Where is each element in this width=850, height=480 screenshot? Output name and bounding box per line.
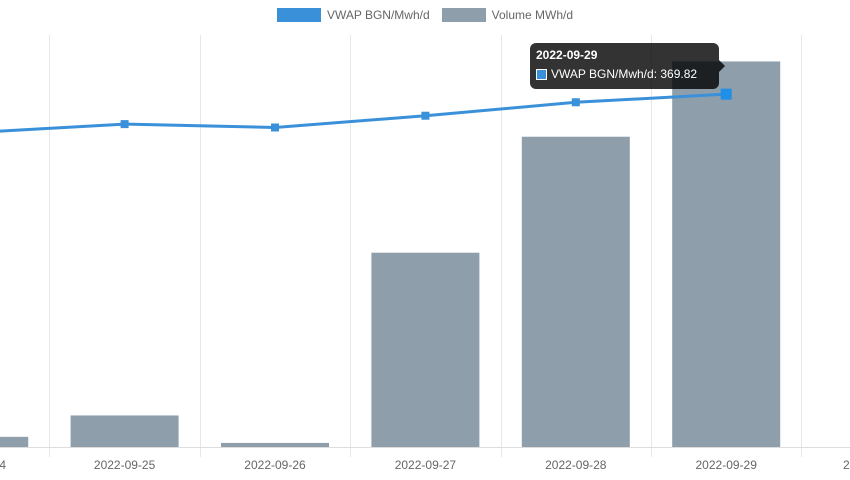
tooltip-caret (719, 60, 725, 72)
legend-label-volume: Volume MWh/d (491, 8, 574, 22)
volume-bar[interactable] (521, 136, 630, 447)
legend: VWAP BGN/Mwh/d Volume MWh/d (0, 8, 850, 22)
vwap-point[interactable] (271, 123, 279, 132)
volume-bar[interactable] (70, 415, 179, 447)
volume-bars (0, 61, 781, 448)
tooltip: 2022-09-29 VWAP BGN/Mwh/d: 369.82 (530, 43, 725, 89)
tooltip-row: VWAP BGN/Mwh/d: 369.82 (536, 67, 713, 81)
tooltip-title: 2022-09-29 (536, 48, 598, 62)
volume-bar[interactable] (672, 61, 781, 448)
x-tick-label: 2 (843, 458, 850, 472)
legend-swatch-vwap (276, 8, 321, 22)
vwap-point[interactable] (120, 120, 129, 129)
x-tick-label: 2022-09-28 (545, 458, 607, 472)
x-tick-label: 4 (0, 458, 6, 472)
vwap-line (0, 88, 732, 133)
legend-label-vwap: VWAP BGN/Mwh/d (326, 8, 430, 22)
vwap-point[interactable] (720, 88, 732, 100)
volume-bar[interactable] (371, 252, 480, 447)
x-tick-label: 2022-09-26 (244, 458, 306, 472)
x-tick-label: 2022-09-29 (696, 458, 758, 472)
vwap-series-line (0, 92, 727, 133)
volume-bar[interactable] (0, 436, 29, 447)
legend-item-vwap[interactable]: VWAP BGN/Mwh/d (276, 8, 430, 22)
grid (0, 35, 850, 457)
x-tick-label: 2022-09-25 (94, 458, 156, 472)
volume-bar[interactable] (221, 442, 329, 447)
vwap-point[interactable] (421, 111, 430, 120)
x-axis-ticks: 4 2022-09-25 2022-09-26 2022-09-27 2022-09-2… (0, 458, 850, 472)
x-tick-label: 2022-09-27 (395, 458, 457, 472)
legend-item-volume[interactable]: Volume MWh/d (441, 8, 574, 22)
legend-swatch-volume (441, 8, 486, 22)
tooltip-label: VWAP BGN/Mwh/d: 369.82 (551, 67, 698, 81)
tooltip-swatch (536, 68, 547, 80)
vwap-point[interactable] (571, 98, 580, 107)
